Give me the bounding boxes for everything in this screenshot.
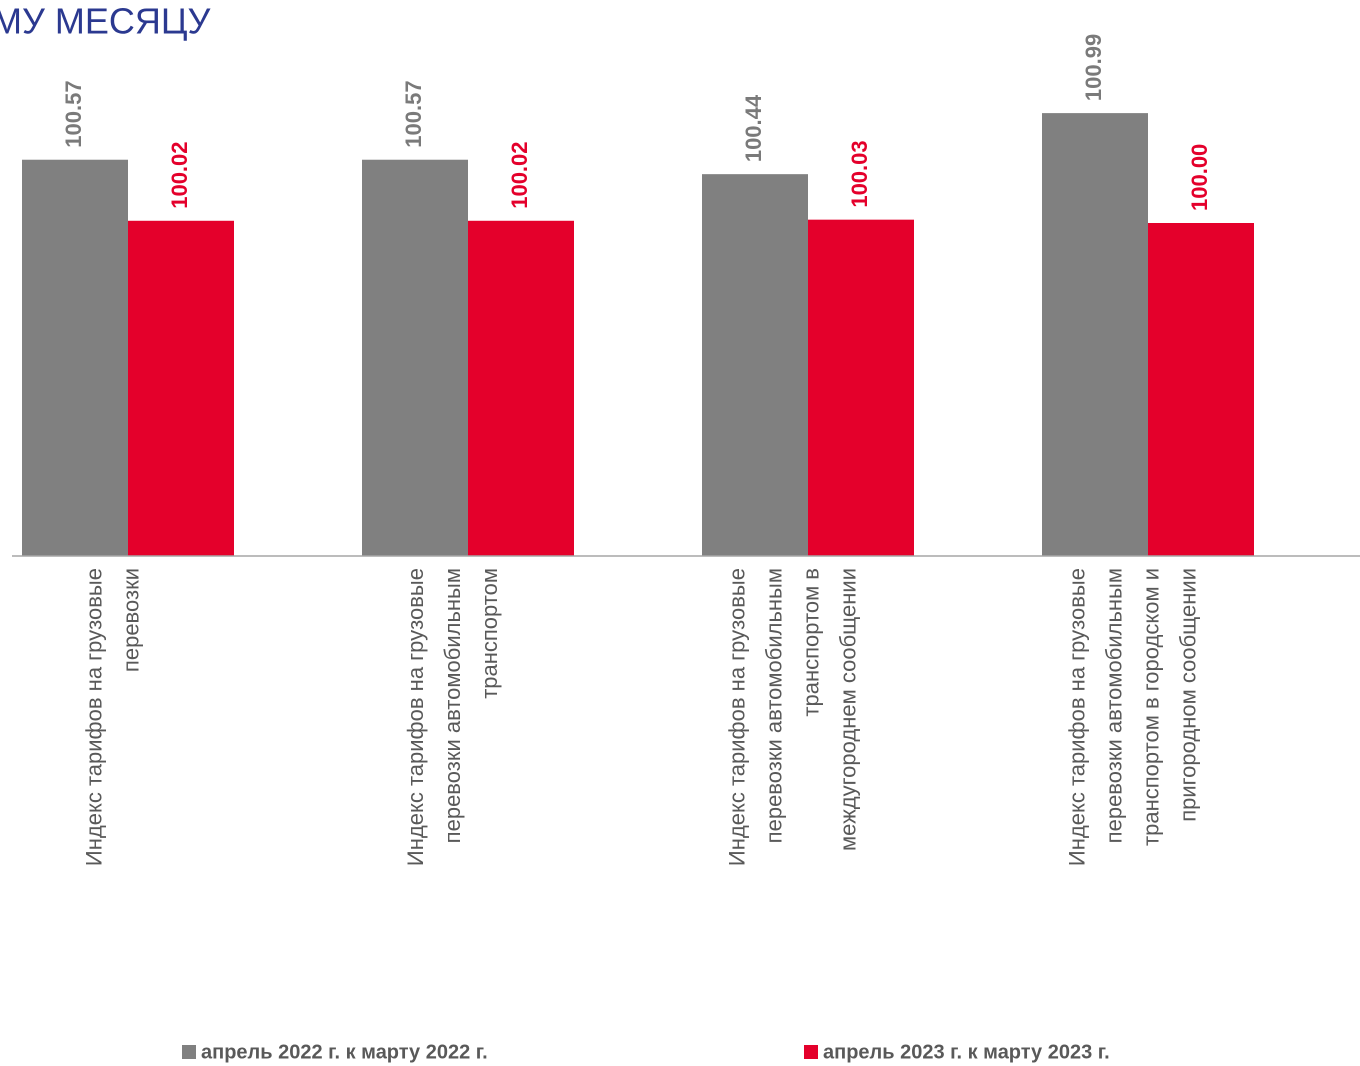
x-tick-label: перевозки автомобильным bbox=[761, 568, 786, 843]
x-tick-label: Индекс тарифов на грузовые bbox=[81, 568, 106, 866]
value-label: 100.02 bbox=[507, 141, 532, 208]
chart-title: МУ МЕСЯЦУ bbox=[0, 1, 211, 42]
bar bbox=[1042, 113, 1148, 557]
x-tick-label: пригородном сообщении bbox=[1175, 568, 1200, 822]
legend-label: апрель 2022 г. к марту 2022 г. bbox=[201, 1041, 488, 1063]
x-tick-label: транспортом bbox=[477, 568, 502, 699]
value-label: 100.57 bbox=[61, 80, 86, 147]
x-tick-label: Индекс тарифов на грузовые bbox=[724, 568, 749, 866]
value-label: 100.02 bbox=[167, 141, 192, 208]
x-tick-label: транспортом в городском и bbox=[1138, 568, 1163, 846]
value-label: 100.03 bbox=[847, 140, 872, 207]
x-tick-label: перевозки bbox=[118, 568, 143, 672]
value-label: 100.44 bbox=[741, 94, 766, 162]
x-tick-label: транспортом в bbox=[798, 568, 823, 717]
value-label: 100.00 bbox=[1187, 144, 1212, 211]
legend-label: апрель 2023 г. к марту 2023 г. bbox=[823, 1041, 1110, 1063]
x-tick-label: перевозки автомобильным bbox=[1101, 568, 1126, 843]
bar bbox=[702, 174, 808, 556]
bar bbox=[468, 220, 574, 556]
x-tick-label: перевозки автомобильным bbox=[440, 568, 465, 843]
bar bbox=[808, 219, 914, 557]
legend-swatch bbox=[804, 1045, 818, 1059]
bar bbox=[362, 159, 468, 557]
bar bbox=[1148, 223, 1254, 556]
bar bbox=[22, 159, 128, 557]
x-tick-label: Индекс тарифов на грузовые bbox=[1064, 568, 1089, 866]
x-tick-label: Индекс тарифов на грузовые bbox=[403, 568, 428, 866]
value-label: 100.57 bbox=[401, 80, 426, 147]
x-tick-label: междугороднем сообщении bbox=[835, 568, 860, 851]
legend-swatch bbox=[182, 1045, 196, 1059]
value-label: 100.99 bbox=[1081, 34, 1106, 101]
bar bbox=[128, 220, 234, 556]
